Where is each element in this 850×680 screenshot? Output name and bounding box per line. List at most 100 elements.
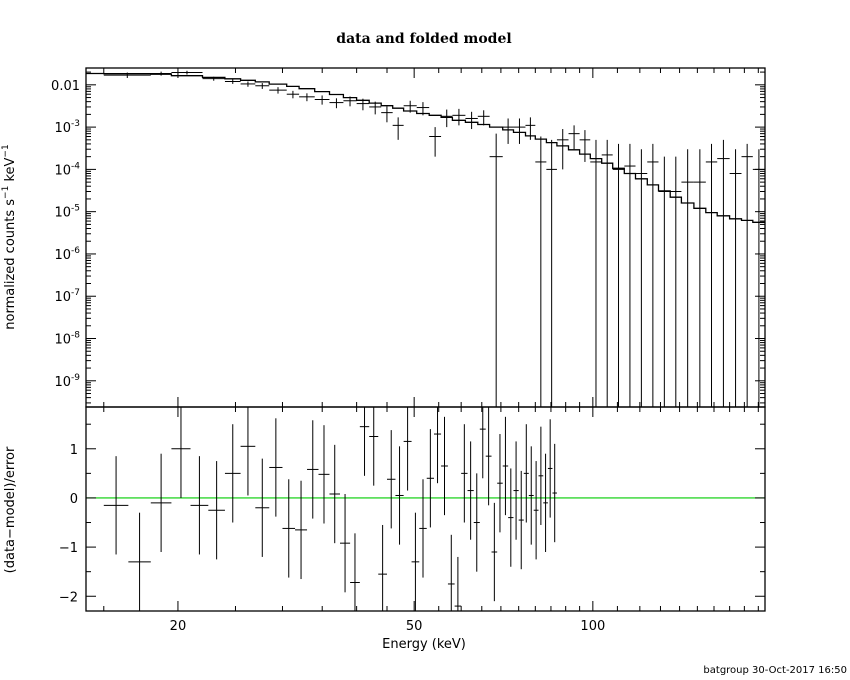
bottom-ticks: 20 50 100 1 0 −1 −2 (59, 407, 765, 634)
data-point (741, 143, 753, 407)
data-point (535, 136, 547, 407)
residual-point (369, 407, 379, 486)
chart-title: data and folded model (336, 31, 511, 47)
data-point (489, 133, 503, 407)
data-points-group (103, 70, 765, 407)
data-point (658, 156, 671, 407)
data-point (635, 149, 648, 407)
data-point (356, 98, 370, 111)
residual-point (485, 407, 492, 506)
y-tick-label: 10-6 (54, 246, 80, 263)
data-point (441, 109, 453, 128)
y-tick-label: −2 (59, 590, 78, 605)
residual-point (543, 453, 548, 553)
data-point (568, 125, 580, 150)
data-point (329, 98, 344, 109)
data-point (465, 111, 478, 130)
residual-point (497, 434, 503, 533)
residual-point (518, 470, 524, 570)
residual-point (128, 512, 151, 611)
data-point (729, 149, 742, 407)
bottom-plot-frame (85, 406, 766, 612)
data-point (556, 129, 569, 170)
residual-point (528, 446, 534, 545)
residual-point (255, 458, 270, 557)
y-axis-label-bottom: (data−model)/error (3, 446, 18, 573)
data-point (269, 87, 287, 94)
residual-point (395, 446, 404, 545)
data-point (343, 96, 357, 107)
residual-point (547, 419, 553, 518)
residual-point (359, 407, 370, 476)
y-tick-label: 10-8 (54, 331, 80, 348)
residual-point (282, 479, 296, 578)
y-tick-label: 10-3 (54, 119, 80, 136)
data-point (612, 143, 625, 407)
data-point (513, 118, 526, 144)
data-point (693, 149, 706, 407)
data-point (546, 139, 557, 407)
residual-point (224, 424, 241, 523)
residual-point (441, 416, 448, 516)
model-step-line (86, 72, 765, 223)
footer-stamp: batgroup 30-Oct-2017 16:50 (703, 665, 847, 676)
y-tick-label: 0.01 (51, 79, 80, 94)
residual-point (350, 533, 360, 611)
residual-point (318, 425, 330, 524)
residual-point (329, 444, 340, 544)
data-point (429, 127, 442, 157)
residual-point (103, 456, 129, 555)
model-line-group (86, 72, 765, 223)
data-point (299, 93, 315, 102)
y-tick-label: −1 (59, 541, 78, 556)
residual-point (150, 453, 172, 553)
data-point (369, 101, 382, 115)
residual-point (378, 524, 387, 611)
data-point (392, 117, 404, 140)
data-point (670, 156, 682, 407)
data-point (590, 139, 602, 407)
data-point (224, 79, 241, 84)
residual-point (502, 416, 509, 516)
data-point (717, 139, 730, 407)
data-point (150, 71, 172, 76)
data-point (624, 143, 636, 407)
residual-point (533, 461, 539, 560)
residual-point (386, 430, 396, 529)
residual-point (171, 407, 191, 498)
data-point (381, 106, 393, 123)
residual-point (479, 407, 486, 479)
residual-point (552, 443, 557, 543)
residual-point (513, 441, 519, 540)
residual-point (454, 556, 462, 611)
data-point (286, 90, 300, 99)
residual-points-group (103, 407, 557, 611)
residual-point (411, 512, 420, 611)
residual-point (447, 534, 455, 611)
x-tick-label: 20 (170, 619, 187, 634)
data-point (647, 143, 659, 407)
residual-point (307, 420, 319, 519)
residual-point (467, 441, 474, 540)
data-point (202, 76, 225, 81)
residual-point (426, 429, 434, 528)
y-tick-label: 0 (70, 492, 78, 507)
residual-point (461, 424, 468, 523)
bottom-panel: 20 50 100 1 0 −1 −2 (data−model)/error Energy … (3, 406, 766, 652)
y-tick-label: 10-9 (54, 373, 80, 390)
data-point (255, 83, 270, 89)
top-panel: 0.01 10-3 10-4 10-5 10-6 10-7 10-8 10-9 normali… (1, 67, 766, 408)
y-tick-label: 1 (70, 443, 78, 458)
residual-point (190, 456, 209, 555)
y-tick-label: 10-4 (54, 161, 80, 178)
residual-point (433, 407, 442, 484)
residual-point (473, 473, 480, 572)
residual-point (208, 461, 225, 560)
data-point (525, 117, 536, 140)
data-point (477, 110, 490, 126)
data-point (103, 72, 151, 79)
residual-point (339, 494, 351, 593)
x-axis-label: Energy (keV) (382, 637, 466, 652)
y-tick-label: 10-5 (54, 204, 80, 221)
